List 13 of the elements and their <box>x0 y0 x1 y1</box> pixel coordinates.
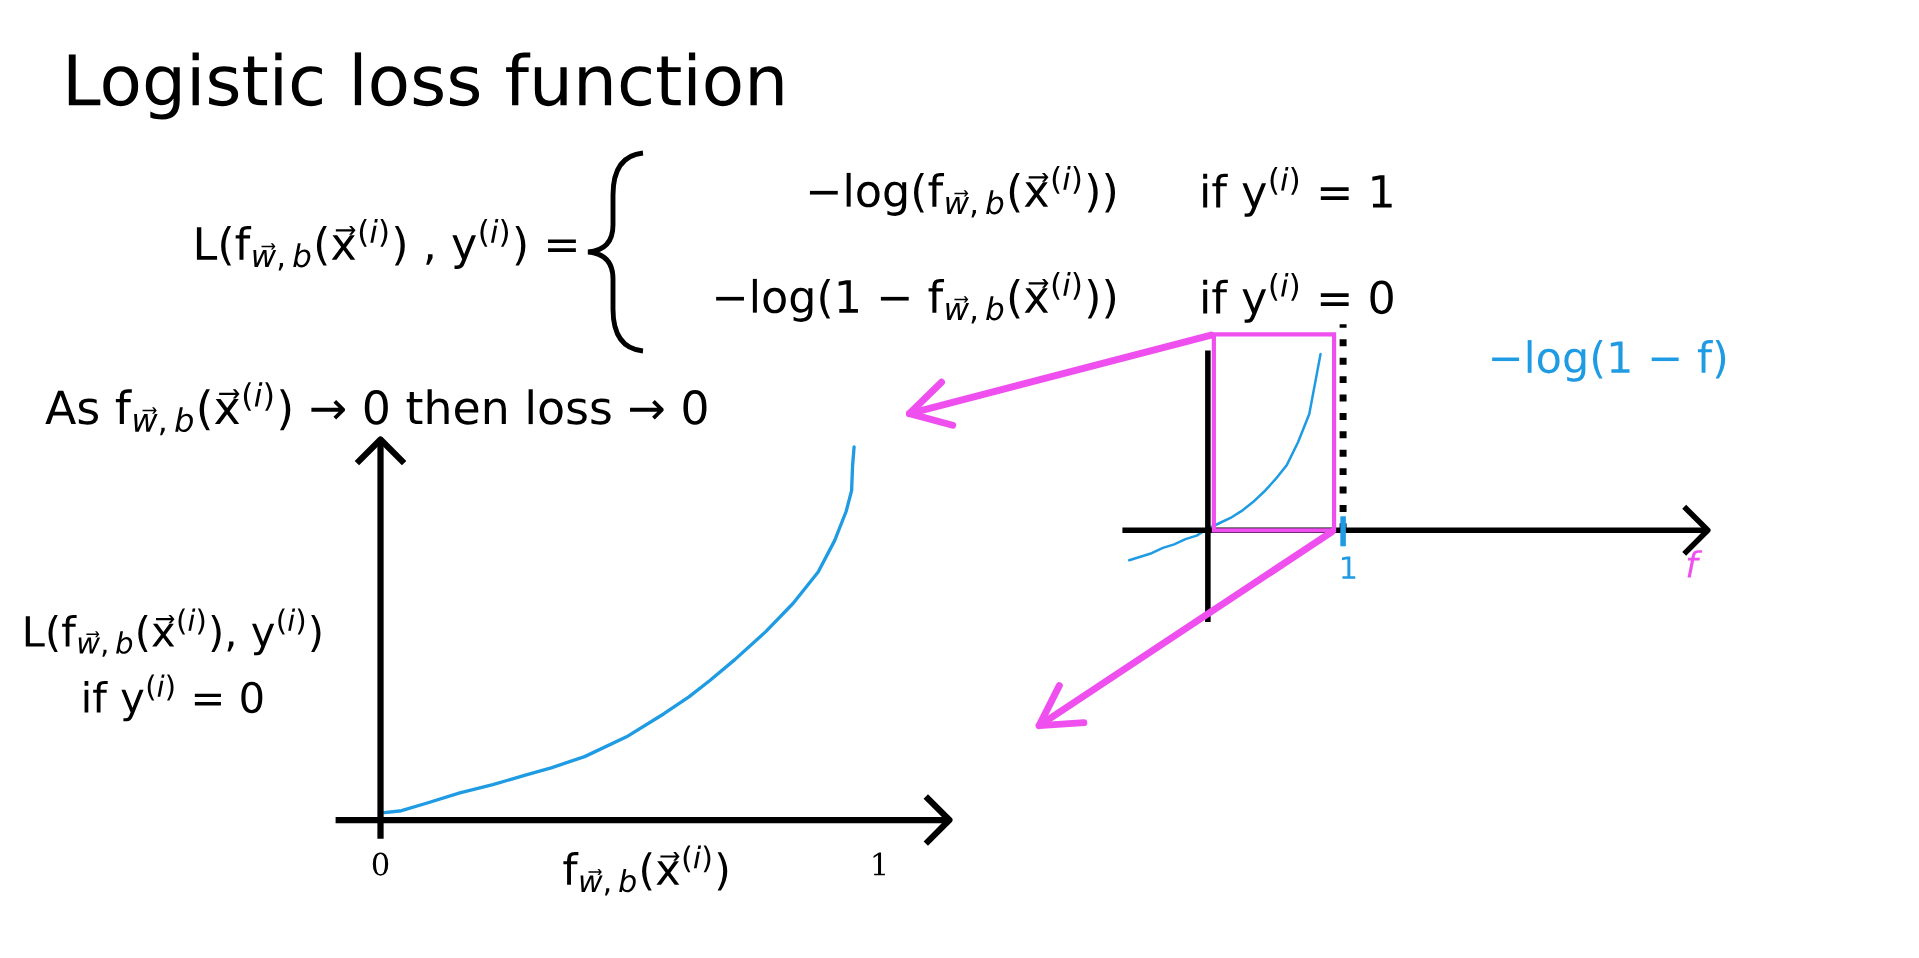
text: if y$^{(i)}$ = 0 <box>1203 272 1393 323</box>
x-axis-title: f <box>1687 550 1703 578</box>
x-axis-title: f$_{w⃗,b}$(x⃗$^{(i)}$) <box>563 845 728 896</box>
text: As f$_{w⃗,b}$(x⃗$^{(i)}$) → 0 then loss → 0 <box>45 382 707 436</box>
x-tick-label: 0 <box>372 852 389 876</box>
annotation: 1 <box>1342 556 1356 579</box>
text: −log(1 − f) <box>1492 340 1726 382</box>
text: −log(f$_{w⃗,b}$(x⃗$^{(i)}$)) <box>809 166 1116 218</box>
text: L(f$_{w⃗,b}$(x⃗$^{(i)}$) , y$^{(i)}$) = <box>196 219 576 271</box>
text: −log(1 − f$_{w⃗,b}$(x⃗$^{(i)}$)) <box>716 272 1116 324</box>
text: if y$^{(i)}$ = 1 <box>1203 166 1392 217</box>
chart-title: Logistic loss function <box>68 52 783 120</box>
text: L(f$_{w⃗,b}$(x⃗$^{(i)}$), y$^{(i)}$) if y$^{(i)}$ = 0 <box>25 608 321 722</box>
